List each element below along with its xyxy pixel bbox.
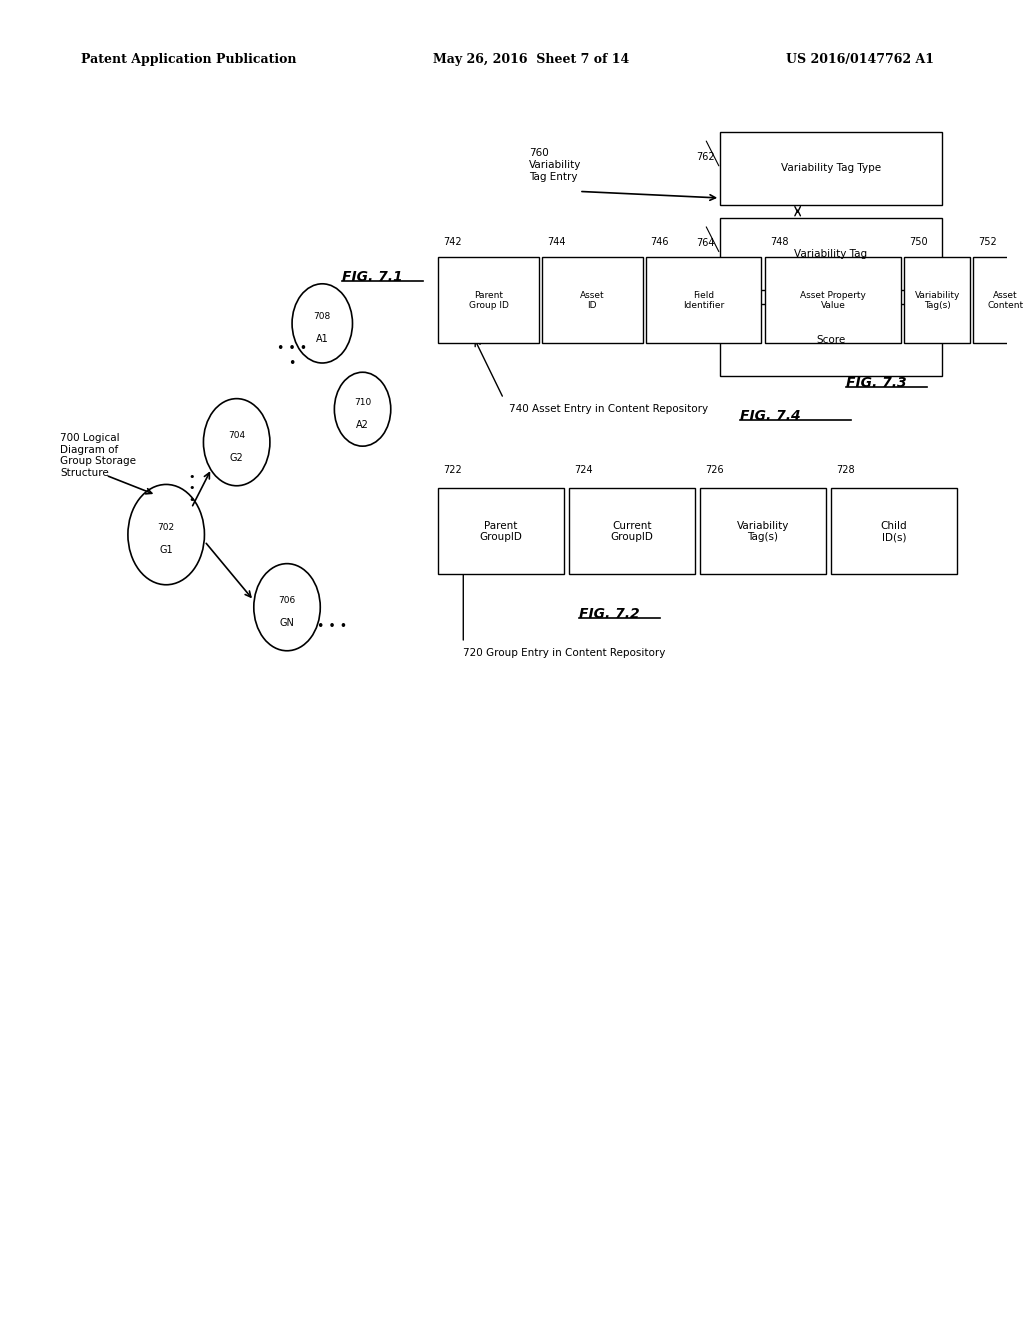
- Text: 724: 724: [574, 465, 593, 475]
- Text: 720 Group Entry in Content Repository: 720 Group Entry in Content Repository: [463, 648, 666, 659]
- FancyBboxPatch shape: [438, 257, 539, 343]
- Text: Score: Score: [816, 335, 846, 345]
- Text: 728: 728: [836, 465, 855, 475]
- FancyBboxPatch shape: [542, 257, 642, 343]
- Text: 740 Asset Entry in Content Repository: 740 Asset Entry in Content Repository: [509, 404, 708, 414]
- Text: Parent
GroupID: Parent GroupID: [479, 520, 522, 543]
- Text: G1: G1: [160, 545, 173, 556]
- FancyBboxPatch shape: [645, 257, 762, 343]
- Text: 766: 766: [696, 323, 715, 334]
- Text: 708: 708: [313, 313, 331, 321]
- Text: Asset
ID: Asset ID: [580, 290, 604, 310]
- Text: 744: 744: [547, 236, 565, 247]
- Text: Field
Identifier: Field Identifier: [683, 290, 724, 310]
- Text: A2: A2: [356, 420, 369, 430]
- Text: Parent
Group ID: Parent Group ID: [469, 290, 508, 310]
- Text: •
•
•: • • •: [188, 471, 195, 506]
- FancyBboxPatch shape: [904, 257, 970, 343]
- Text: Child
ID(s): Child ID(s): [881, 520, 907, 543]
- Text: 760
Variability
Tag Entry: 760 Variability Tag Entry: [528, 148, 581, 182]
- Text: Variability Tag Type: Variability Tag Type: [781, 164, 881, 173]
- Text: 704: 704: [228, 432, 245, 440]
- Text: FIG. 7.1: FIG. 7.1: [342, 271, 403, 284]
- Text: FIG. 7.4: FIG. 7.4: [740, 409, 801, 422]
- FancyBboxPatch shape: [720, 132, 942, 205]
- Text: G2: G2: [229, 453, 244, 463]
- FancyBboxPatch shape: [700, 488, 825, 574]
- Text: Asset Property
Value: Asset Property Value: [801, 290, 866, 310]
- Text: A1: A1: [316, 334, 329, 345]
- Text: FIG. 7.3: FIG. 7.3: [846, 376, 906, 389]
- FancyBboxPatch shape: [438, 488, 564, 574]
- Text: 746: 746: [650, 236, 669, 247]
- Text: Variability
Tag(s): Variability Tag(s): [736, 520, 790, 543]
- FancyBboxPatch shape: [720, 304, 942, 376]
- Text: • • •: • • •: [317, 620, 347, 634]
- Text: 750: 750: [909, 236, 928, 247]
- Text: 764: 764: [696, 238, 715, 248]
- Text: GN: GN: [280, 618, 295, 628]
- Text: Variability Tag: Variability Tag: [795, 249, 867, 259]
- Text: 726: 726: [705, 465, 724, 475]
- Text: 748: 748: [770, 236, 788, 247]
- Text: • • •
•: • • • •: [278, 342, 307, 371]
- Text: 706: 706: [279, 597, 296, 605]
- FancyBboxPatch shape: [830, 488, 956, 574]
- Text: 742: 742: [443, 236, 462, 247]
- Text: 710: 710: [354, 399, 371, 407]
- FancyBboxPatch shape: [569, 488, 695, 574]
- Text: US 2016/0147762 A1: US 2016/0147762 A1: [785, 53, 934, 66]
- Text: 702: 702: [158, 524, 175, 532]
- Text: 700 Logical
Diagram of
Group Storage
Structure: 700 Logical Diagram of Group Storage Str…: [60, 433, 136, 478]
- Text: Patent Application Publication: Patent Application Publication: [81, 53, 296, 66]
- FancyBboxPatch shape: [973, 257, 1024, 343]
- Text: Variability
Tag(s): Variability Tag(s): [914, 290, 959, 310]
- FancyBboxPatch shape: [720, 218, 942, 290]
- Text: FIG. 7.2: FIG. 7.2: [580, 607, 640, 620]
- Text: 762: 762: [696, 152, 715, 162]
- Text: 722: 722: [443, 465, 462, 475]
- Text: Current
GroupID: Current GroupID: [610, 520, 653, 543]
- FancyBboxPatch shape: [765, 257, 901, 343]
- Text: Asset
Content: Asset Content: [987, 290, 1024, 310]
- Text: 752: 752: [978, 236, 996, 247]
- Text: May 26, 2016  Sheet 7 of 14: May 26, 2016 Sheet 7 of 14: [433, 53, 630, 66]
